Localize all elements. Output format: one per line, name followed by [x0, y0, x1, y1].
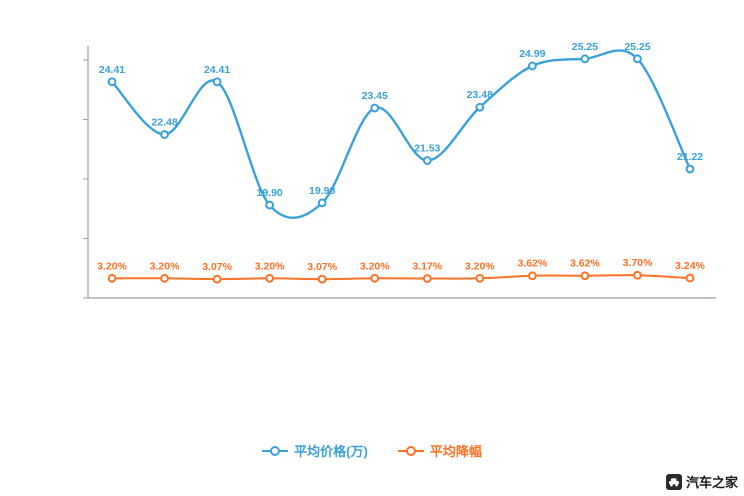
- data-point-marker[interactable]: [107, 77, 117, 87]
- data-point-label: 23.48: [467, 89, 493, 101]
- data-point-label: 24.41: [204, 64, 230, 76]
- data-point-label: 24.99: [519, 48, 545, 60]
- series-line: [110, 49, 692, 219]
- line-series-icon: [262, 445, 289, 457]
- data-point-marker[interactable]: [265, 273, 275, 283]
- data-point-marker[interactable]: [317, 274, 327, 284]
- data-point-marker[interactable]: [160, 130, 169, 139]
- data-point-label: 25.25: [572, 41, 598, 53]
- data-point-marker[interactable]: [527, 271, 537, 281]
- data-point-label: 21.53: [414, 143, 440, 155]
- data-point-label: 21.22: [677, 151, 703, 163]
- line-chart-canvas: 24.41 22.48 24.41 19.90 19.98 23.45 21.53 23.48…: [83, 41, 716, 299]
- legend-item-avg-discount[interactable]: 平均降幅: [397, 441, 482, 460]
- data-point-marker[interactable]: [633, 270, 642, 280]
- data-point-marker[interactable]: [370, 273, 380, 283]
- data-point-marker[interactable]: [422, 156, 432, 165]
- data-point-label: 3.20%: [150, 260, 180, 272]
- data-point-label: 3.07%: [307, 261, 337, 273]
- data-point-label: 3.62%: [570, 258, 600, 270]
- data-point-label: 22.48: [151, 117, 177, 129]
- data-point-marker[interactable]: [633, 54, 642, 64]
- data-point-label: 25.25: [624, 41, 650, 53]
- data-point-label: 19.98: [309, 185, 335, 197]
- data-point-marker[interactable]: [317, 198, 327, 208]
- data-point-label: 3.20%: [360, 260, 390, 272]
- data-point-marker[interactable]: [527, 61, 537, 71]
- data-point-label: 3.24%: [675, 260, 705, 272]
- legend-label: 平均降幅: [429, 444, 482, 459]
- legend-item-avg-price[interactable]: 平均价格(万): [262, 441, 368, 460]
- data-point-marker[interactable]: [580, 271, 590, 281]
- data-point-label: 3.20%: [97, 260, 127, 272]
- data-point-label: 19.90: [256, 187, 282, 199]
- data-point-label: 3.62%: [517, 258, 547, 270]
- data-point-marker[interactable]: [265, 200, 275, 210]
- data-point-label: 23.45: [362, 90, 388, 102]
- legend-label: 平均价格(万): [294, 444, 368, 459]
- chart-legend: 平均价格(万) 平均降幅: [0, 441, 744, 460]
- watermark-autohome: 汽车之家: [665, 472, 738, 491]
- data-point-label: 24.41: [99, 64, 125, 76]
- data-point-marker[interactable]: [580, 54, 590, 64]
- data-point-marker[interactable]: [370, 103, 380, 113]
- data-point-marker[interactable]: [107, 273, 117, 283]
- data-point-label: 3.20%: [255, 260, 285, 272]
- data-point-marker[interactable]: [685, 273, 695, 283]
- data-point-label: 3.70%: [623, 257, 653, 269]
- autohome-logo-icon: [665, 473, 682, 490]
- data-point-marker[interactable]: [160, 273, 169, 283]
- watermark-text: 汽车之家: [685, 475, 738, 490]
- data-point-marker[interactable]: [212, 274, 222, 284]
- series-line: [111, 274, 691, 281]
- data-point-label: 3.20%: [465, 260, 495, 272]
- data-point-label: 3.17%: [412, 261, 442, 273]
- data-point-marker[interactable]: [475, 273, 485, 283]
- data-point-marker[interactable]: [212, 77, 222, 87]
- data-point-marker[interactable]: [685, 164, 695, 174]
- line-series-icon: [397, 445, 424, 457]
- data-point-marker[interactable]: [475, 102, 485, 112]
- data-point-label: 3.07%: [202, 261, 232, 273]
- data-point-marker[interactable]: [422, 274, 432, 283]
